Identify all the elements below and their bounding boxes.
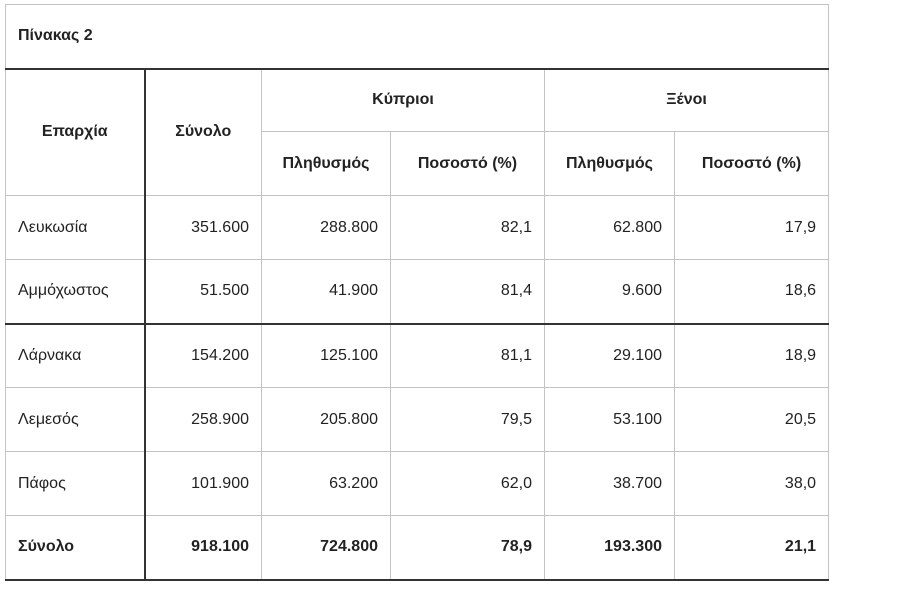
cypriots-percent-cell: 82,1 [390,195,545,260]
cypriots-percent-cell: 62,0 [390,451,545,516]
header-cypriots-percent: Ποσοστό (%) [390,131,545,196]
foreigners-percent-cell: 17,9 [673,195,830,260]
total-cell: 101.900 [144,451,262,516]
cypriots-percent-cell: 81,4 [390,259,545,324]
population-table: Πίνακας 2 Επαρχία Σύνολο Κύπριοι Ξένοι Π… [4,4,830,581]
foreigners-percent-cell: 18,6 [673,259,830,324]
district-cell: Αμμόχωστος [5,259,146,324]
foreigners-percent-cell: 38,0 [673,451,830,516]
district-cell: Λευκωσία [5,195,146,260]
header-district: Επαρχία [5,68,146,196]
foreigners-population-cell: 193.300 [544,515,675,581]
total-row: Σύνολο 918.100 724.800 78,9 193.300 21,1 [5,515,830,581]
foreigners-population-cell: 53.100 [544,387,675,452]
foreigners-population-cell: 62.800 [544,195,675,260]
header-total: Σύνολο [144,68,262,196]
cypriots-population-cell: 63.200 [261,451,391,516]
table-caption: Πίνακας 2 [4,4,830,70]
cypriots-percent-cell: 81,1 [390,322,545,388]
district-cell: Λεμεσός [5,387,146,452]
total-cell: 258.900 [144,387,262,452]
cypriots-population-cell: 288.800 [261,195,391,260]
foreigners-percent-cell: 20,5 [673,387,830,452]
total-label-cell: Σύνολο [5,515,146,581]
total-cell: 918.100 [144,515,262,581]
header-cypriots: Κύπριοι [261,68,545,132]
foreigners-population-cell: 38.700 [544,451,675,516]
header-foreigners-population: Πληθυσμός [544,131,675,196]
table-row: Πάφος 101.900 63.200 62,0 38.700 38,0 [5,451,830,516]
district-cell: Λάρνακα [5,322,146,388]
total-cell: 351.600 [144,195,262,260]
total-cell: 51.500 [144,259,262,324]
foreigners-percent-cell: 21,1 [673,515,830,581]
cypriots-population-cell: 205.800 [261,387,391,452]
header-foreigners: Ξένοι [543,68,830,132]
table-row: Αμμόχωστος 51.500 41.900 81,4 9.600 18,6 [5,259,830,324]
table-row: Λεμεσός 258.900 205.800 79,5 53.100 20,5 [5,387,830,452]
header-cypriots-population: Πληθυσμός [261,131,391,196]
foreigners-population-cell: 9.600 [544,259,675,324]
header-foreigners-percent: Ποσοστό (%) [673,131,830,196]
cypriots-population-cell: 41.900 [261,259,391,324]
foreigners-population-cell: 29.100 [544,322,675,388]
table-row: Λάρνακα 154.200 125.100 81,1 29.100 18,9 [5,322,830,388]
cypriots-population-cell: 125.100 [261,322,391,388]
foreigners-percent-cell: 18,9 [673,322,830,388]
table-row: Λευκωσία 351.600 288.800 82,1 62.800 17,… [5,195,830,260]
district-cell: Πάφος [5,451,146,516]
cypriots-percent-cell: 78,9 [390,515,545,581]
cypriots-population-cell: 724.800 [261,515,391,581]
total-cell: 154.200 [144,322,262,388]
cypriots-percent-cell: 79,5 [390,387,545,452]
